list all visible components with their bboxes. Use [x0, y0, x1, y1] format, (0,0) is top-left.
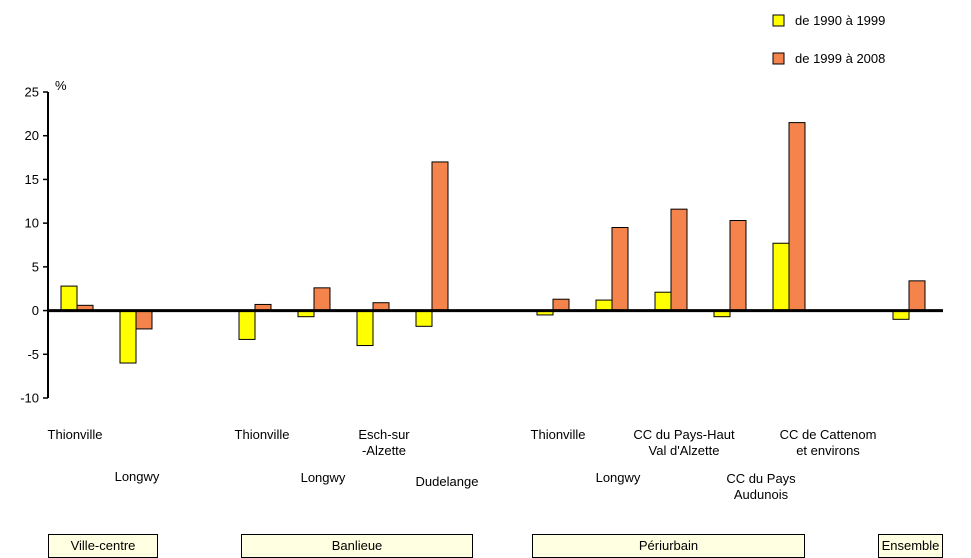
legend: de 1990 à 1999 de 1999 à 2008 [772, 13, 885, 66]
legend-swatch [772, 14, 785, 27]
category-label: CC du Pays [726, 471, 796, 486]
legend-label: de 1990 à 1999 [795, 13, 885, 28]
group-box-ville-centre: Ville-centre [48, 534, 158, 558]
bar-series1 [772, 242, 790, 312]
bar-series2 [135, 310, 153, 330]
bar-series2 [552, 298, 570, 312]
y-tick-label: 15 [25, 172, 39, 187]
y-tick-label: 20 [25, 128, 39, 143]
y-tick-label: -5 [27, 347, 39, 362]
bar-series2 [670, 208, 688, 312]
bar-series2 [908, 280, 926, 312]
category-label: Audunois [734, 487, 789, 502]
group-box-ensemble: Ensemble [878, 534, 943, 558]
bar-series1 [60, 285, 78, 312]
group-box-banlieue: Banlieue [241, 534, 473, 558]
category-label: Esch-sur [358, 427, 410, 442]
bar-series1 [595, 299, 613, 312]
y-axis: 25 20 15 10 5 0 -5 -10% [20, 78, 67, 406]
bar-series2 [788, 122, 806, 312]
category-label: -Alzette [362, 443, 406, 458]
category-label: Thionville [235, 427, 290, 442]
group-box-periurbain: Périurbain [532, 534, 805, 558]
bar-series1 [119, 310, 137, 364]
category-label: Val d'Alzette [649, 443, 720, 458]
bars [60, 122, 926, 364]
y-axis-unit-label: % [55, 78, 67, 93]
category-label: Longwy [115, 469, 160, 484]
category-label: CC de Cattenom [780, 427, 877, 442]
bar-series1 [238, 310, 256, 340]
y-tick-label: -10 [20, 391, 39, 406]
bar-series1 [356, 310, 374, 347]
bar-series2 [729, 220, 747, 312]
category-label: Longwy [596, 470, 641, 485]
axes [43, 91, 943, 399]
category-label: CC du Pays-Haut [633, 427, 735, 442]
legend-swatch [772, 52, 785, 65]
category-label: Longwy [301, 470, 346, 485]
bar-series1 [415, 310, 433, 327]
y-tick-label: 10 [25, 216, 39, 231]
category-label: et environs [796, 443, 860, 458]
bar-series2 [611, 227, 629, 312]
bar-series2 [313, 287, 331, 312]
legend-label: de 1999 à 2008 [795, 51, 885, 66]
category-label: Thionville [531, 427, 586, 442]
y-tick-label: 25 [25, 85, 39, 100]
category-label: Dudelange [416, 474, 479, 489]
y-tick-label: 0 [32, 303, 39, 318]
category-labels: Thionville Longwy Thionville Longwy Esch-sur… [48, 427, 877, 502]
y-tick-label: 5 [32, 259, 39, 274]
category-label: Thionville [48, 427, 103, 442]
bar-series1 [654, 291, 672, 312]
bar-series2 [431, 161, 449, 312]
